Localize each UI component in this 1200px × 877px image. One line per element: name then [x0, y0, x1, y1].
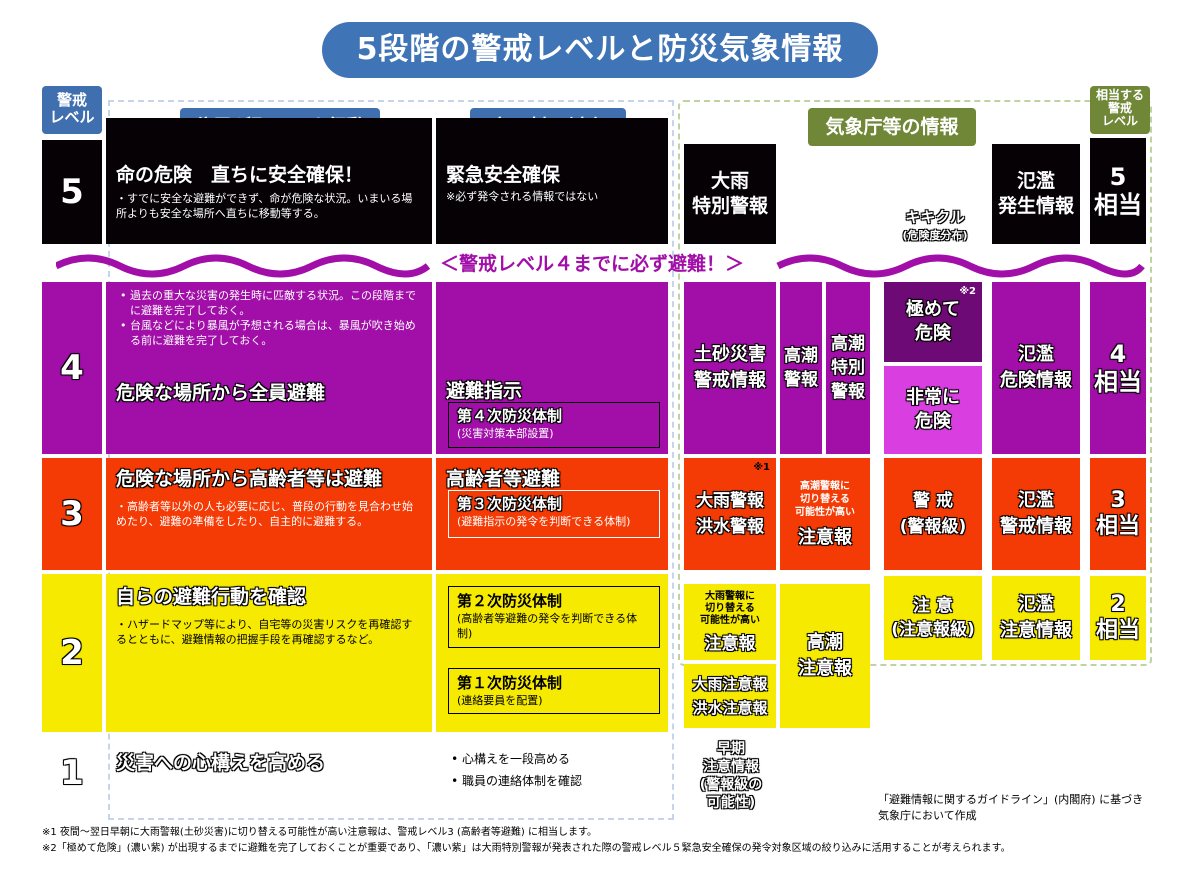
- level-2-action-title: 自らの避難行動を確認: [116, 586, 307, 608]
- storm-surge-special-warning: 高潮 特別 警報: [826, 282, 870, 454]
- level-5-action-title: 命の危険 直ちに安全確保！: [116, 164, 364, 186]
- level-4-bullet-2: 台風などにより暴風が予想される場合は、暴風が吹き始める前に避難を完了しておく。: [130, 318, 422, 348]
- surge-big-text: 注意報: [798, 526, 852, 548]
- level-4-muni-box-title: 第４次防災体制: [457, 407, 563, 425]
- flood-occurrence-info: 氾濫 発生情報: [992, 144, 1080, 244]
- level-4-muni-box-note: (災害対策本部設置): [457, 427, 554, 440]
- very-danger-text: 非常に 危険: [906, 387, 960, 432]
- level-1-number: 1: [60, 753, 84, 793]
- level-2-action-note: ・ハザードマップ等により、自宅等の災害リスクを再確認するとともに、避難情報の把握…: [116, 618, 413, 646]
- level-5-equivalent-text: 5 相当: [1094, 163, 1142, 219]
- level-5-number: 5: [42, 140, 102, 244]
- kikikuru-very-danger: 非常に 危険: [884, 366, 982, 454]
- level-2-muni-box-2-title: 第２次防災体制: [457, 592, 563, 610]
- storm-surge-advisory-high: 高潮警報に 切り替える 可能性が高い 注意報: [780, 458, 870, 570]
- rain-mark: ※1: [753, 462, 770, 473]
- evacuation-banner: ＜警戒レベル４までに必ず避難！＞: [439, 253, 744, 275]
- flood-danger-info: 氾濫 危険情報: [992, 282, 1080, 454]
- level-header: 警戒 レベル: [42, 86, 102, 134]
- extreme-text: 極めて 危険: [906, 299, 960, 344]
- source-note: 「避難情報に関するガイドライン」(内閣府) に基づき 気象庁において作成: [878, 793, 1144, 822]
- level-3-number: 3: [42, 458, 102, 570]
- kikikuru-warning-level: 警 戒 (警報級): [884, 458, 982, 570]
- level-1-muni-list: 心構えを一段高める 職員の連絡体制を確認: [448, 748, 648, 792]
- jma-header: 気象庁等の情報: [808, 108, 976, 146]
- level-5-muni-title: 緊急安全確保: [446, 164, 561, 186]
- footnote-1: ※1 夜間～翌日早朝に大雨警報(土砂災害)に切り替える可能性が高い注意報は、警戒…: [42, 827, 597, 838]
- level-2-muni-box-2: 第２次防災体制 (高齢者等避難の発令を判断できる体制): [448, 586, 660, 648]
- level-3-action: 危険な場所から高齢者等は避難 ・高齢者等以外の人も必要に応じ、普段の行動を見合わ…: [106, 458, 432, 570]
- kikikuru-label: キキクル (危険度分布): [880, 204, 990, 244]
- rain-flood-advisory: 大雨注意報 洪水注意報: [684, 664, 776, 728]
- flood-advisory-info: 氾濫 注意情報: [992, 576, 1080, 660]
- extreme-mark: ※2: [959, 286, 976, 297]
- level-3-equivalent: 3 相当: [1090, 458, 1146, 570]
- level-3-action-title: 危険な場所から高齢者等は避難: [116, 468, 383, 490]
- heavy-rain-flood-warning: ※1 大雨警報 洪水警報: [684, 458, 776, 570]
- storm-surge-warning: 高潮 警報: [780, 282, 822, 454]
- level-4-muni-title: 避難指示: [446, 380, 523, 402]
- level-2-muni-box-1-note: (連絡要員を配置): [457, 694, 543, 707]
- heavy-rain-advisory-high: 大雨警報に 切り替える 可能性が高い 注意報: [684, 584, 776, 660]
- level-4-action-title: 危険な場所から全員避難: [116, 382, 326, 404]
- level-2-number: 2: [42, 574, 102, 732]
- kikikuru-sub: (危険度分布): [902, 228, 968, 242]
- rain-big-text: 注意報: [704, 633, 756, 654]
- kikikuru-name: キキクル: [905, 207, 965, 226]
- level-2-muni-box-1: 第１次防災体制 (連絡要員を配置): [448, 668, 660, 714]
- kikikuru-extreme: ※2 極めて 危険: [884, 282, 982, 362]
- level-4-bullets: 過去の重大な災害の発生時に匹敵する状況。この段階までに避難を完了しておく。 台風…: [116, 288, 422, 348]
- rain-warning-text: 大雨警報 洪水警報: [696, 491, 764, 537]
- level-1-action-title: 災害への心構えを高める: [116, 752, 326, 774]
- surge-small-text: 高潮警報に 切り替える 可能性が高い: [795, 480, 855, 518]
- footnote-2: ※2「極めて危険」(濃い紫) が出現するまでに避難を完了しておくことが重要であり…: [42, 843, 1011, 854]
- level-2-muni-box-1-title: 第１次防災体制: [457, 674, 563, 692]
- level-4-number: 4: [42, 282, 102, 454]
- wave-right: [776, 254, 1145, 278]
- kikikuru-advisory-level: 注 意 (注意報級): [884, 576, 982, 660]
- rain-small-text: 大雨警報に 切り替える 可能性が高い: [700, 590, 760, 626]
- level-4-action: 過去の重大な災害の発生時に匹敵する状況。この段階までに避難を完了しておく。 台風…: [106, 282, 432, 454]
- flood-warning-info: 氾濫 警戒情報: [992, 458, 1080, 570]
- level-5-muni-note: ※必ず発令される情報ではない: [446, 190, 599, 203]
- landslide-warning-info: 土砂災害 警戒情報: [684, 282, 776, 454]
- level-2-action: 自らの避難行動を確認 ・ハザードマップ等により、自宅等の災害リスクを再確認すると…: [106, 574, 432, 732]
- level-3-muni-box-title: 第３次防災体制: [457, 495, 563, 513]
- page-title: 5段階の警戒レベルと防災気象情報: [322, 22, 878, 78]
- level-4-muni-box: 第４次防災体制 (災害対策本部設置): [448, 402, 660, 448]
- level-1-muni-item-2: 職員の連絡体制を確認: [462, 770, 648, 792]
- heavy-rain-special-warning: 大雨 特別警報: [684, 144, 776, 244]
- equivalent-level-header: 相当する 警戒 レベル: [1090, 86, 1150, 134]
- jma-frame: [678, 100, 1152, 666]
- level-2-muni-box-2-note: (高齢者等避難の発令を判断できる体制): [457, 612, 638, 640]
- level-5-action-note: ・すでに安全な避難ができず、命が危険な状況。いまいる場所よりも安全な場所へ直ちに…: [116, 192, 413, 220]
- level-1-muni-item-1: 心構えを一段高める: [462, 748, 648, 770]
- wave-left: [56, 254, 431, 278]
- level-4-bullet-1: 過去の重大な災害の発生時に匹敵する状況。この段階までに避難を完了しておく。: [130, 288, 422, 318]
- level-2-equivalent: 2 相当: [1090, 576, 1146, 660]
- wave-divider: [56, 254, 1145, 278]
- level-5-equivalent: 5 相当: [1090, 138, 1146, 244]
- level-3-muni-box-note: (避難指示の発令を判断できる体制): [457, 515, 631, 528]
- storm-surge-advisory: 高潮 注意報: [780, 584, 870, 728]
- level-3-action-note: ・高齢者等以外の人も必要に応じ、普段の行動を見合わせ始めたり、避難の準備をしたり…: [116, 500, 413, 528]
- level-5-action: 命の危険 直ちに安全確保！ ・すでに安全な避難ができず、命が危険な状況。いまいる…: [106, 118, 432, 244]
- level-3-muni-title: 高齢者等避難: [446, 468, 561, 490]
- level-3-muni-box: 第３次防災体制 (避難指示の発令を判断できる体制): [448, 490, 660, 538]
- level-4-equivalent: 4 相当: [1090, 282, 1146, 454]
- level-5-municipality: 緊急安全確保 ※必ず発令される情報ではない: [436, 118, 668, 244]
- early-warning-info: 早期 注意情報 (警報級の 可能性): [699, 741, 763, 811]
